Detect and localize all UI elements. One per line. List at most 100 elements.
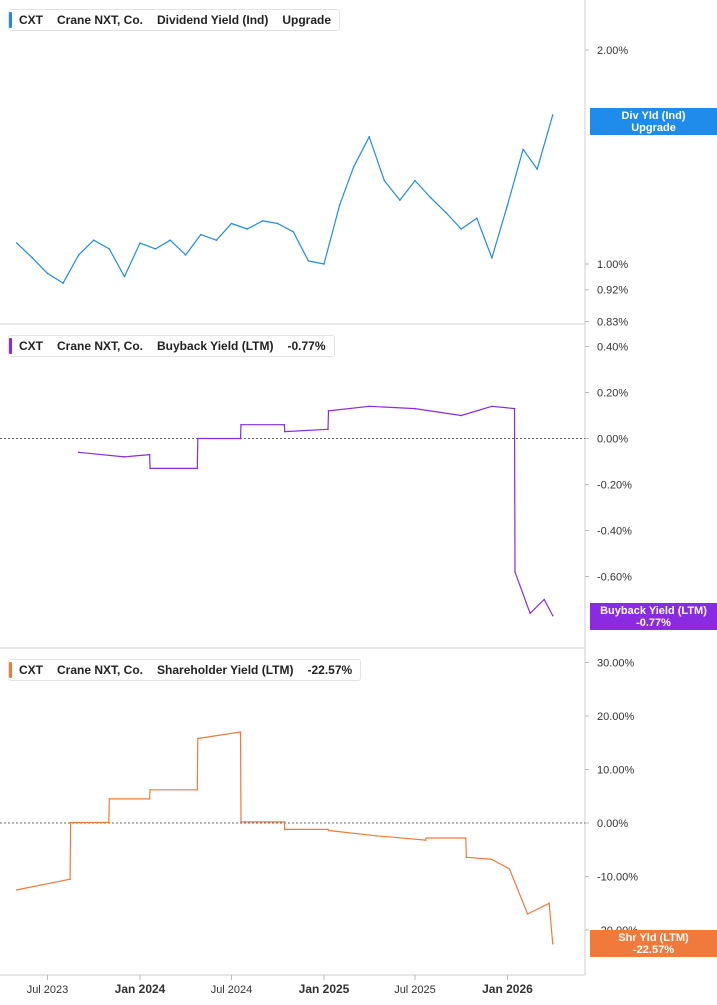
data-point bbox=[508, 868, 511, 870]
data-point bbox=[92, 239, 95, 241]
legend-dividend-yield[interactable]: CXT Crane NXT, Co. Dividend Yield (Ind) … bbox=[8, 9, 341, 31]
data-point bbox=[460, 414, 463, 417]
data-point bbox=[327, 829, 330, 832]
data-point bbox=[197, 437, 199, 440]
panel-separators bbox=[0, 0, 586, 976]
data-point bbox=[323, 263, 325, 265]
data-point bbox=[429, 196, 432, 199]
data-point bbox=[551, 114, 554, 116]
data-point bbox=[123, 275, 126, 278]
data-point bbox=[149, 789, 151, 791]
data-point bbox=[368, 405, 371, 408]
data-point bbox=[522, 148, 524, 151]
data-point bbox=[15, 242, 18, 244]
legend-value: -0.77% bbox=[287, 339, 326, 353]
data-point bbox=[292, 231, 295, 233]
data-point bbox=[383, 179, 386, 182]
data-point bbox=[445, 212, 448, 214]
data-point bbox=[327, 428, 329, 431]
data-point bbox=[123, 456, 126, 458]
series-line bbox=[16, 731, 554, 944]
legend-buyback-yield[interactable]: CXT Crane NXT, Co. Buyback Yield (LTM) -… bbox=[8, 335, 335, 357]
series-line bbox=[16, 114, 554, 284]
data-point bbox=[148, 453, 151, 456]
y-tick-label: 1.00% bbox=[597, 259, 628, 271]
data-point bbox=[69, 878, 71, 880]
data-point bbox=[276, 222, 279, 225]
data-point bbox=[240, 821, 242, 823]
data-point bbox=[551, 614, 554, 617]
data-point bbox=[200, 233, 202, 236]
data-point bbox=[239, 437, 242, 440]
data-point bbox=[283, 423, 286, 426]
x-tick-label: Jan 2026 bbox=[482, 982, 533, 996]
x-tick-label: Jul 2023 bbox=[27, 984, 69, 996]
data-point bbox=[139, 242, 141, 244]
data-point bbox=[31, 257, 34, 259]
data-point bbox=[476, 217, 478, 219]
y-axes: 2.00% 1.00% 0.92% 0.83% 0.40% 0.20% 0.00% -0.20… bbox=[585, 45, 638, 937]
y-tick-label: -0.20% bbox=[597, 480, 632, 492]
legend-metric: Buyback Yield (LTM) bbox=[157, 339, 274, 353]
data-point bbox=[169, 239, 171, 241]
data-point bbox=[284, 828, 286, 831]
legend-color-bar bbox=[9, 12, 12, 28]
x-axis: Jul 2023 Jan 2024 Jul 2024 Jan 2025 Jul 2025… bbox=[27, 975, 533, 996]
series-line bbox=[78, 405, 554, 616]
data-point bbox=[414, 407, 416, 410]
tag-dividend-yield: Div Yld (Ind) Upgrade bbox=[590, 108, 717, 135]
data-point bbox=[108, 798, 111, 800]
data-point bbox=[491, 858, 493, 861]
tag-value: Upgrade bbox=[631, 122, 676, 134]
tag-buyback-yield: Buyback Yield (LTM) -0.77% bbox=[590, 603, 717, 630]
data-point bbox=[491, 257, 493, 259]
legend-shareholder-yield[interactable]: CXT Crane NXT, Co. Shareholder Yield (LT… bbox=[8, 659, 362, 681]
data-point bbox=[327, 410, 330, 412]
data-point bbox=[108, 248, 111, 250]
data-point bbox=[506, 204, 509, 206]
data-point bbox=[536, 168, 538, 170]
data-point bbox=[543, 598, 545, 601]
data-point bbox=[240, 423, 242, 426]
data-point bbox=[15, 889, 18, 891]
x-tick-label: Jul 2025 bbox=[394, 984, 436, 996]
data-point bbox=[368, 136, 371, 138]
legend-metric: Dividend Yield (Ind) bbox=[157, 13, 269, 27]
tag-label: Buyback Yield (LTM) bbox=[600, 605, 707, 617]
legend-ticker: CXT bbox=[19, 663, 43, 677]
data-point bbox=[108, 821, 110, 824]
data-point bbox=[215, 239, 218, 241]
data-point bbox=[526, 913, 529, 915]
legend-color-bar bbox=[9, 338, 12, 354]
y-tick-label: 0.20% bbox=[597, 388, 628, 400]
data-point bbox=[307, 260, 310, 262]
data-point bbox=[491, 405, 493, 408]
legend-color-bar bbox=[9, 662, 12, 678]
y-tick-label: 0.40% bbox=[597, 342, 628, 354]
tag-value: -22.57% bbox=[633, 944, 674, 956]
data-point bbox=[46, 272, 49, 275]
data-point bbox=[460, 228, 463, 230]
data-point bbox=[148, 798, 151, 800]
data-point bbox=[338, 204, 341, 206]
data-point bbox=[69, 821, 72, 824]
legend-value: Upgrade bbox=[282, 13, 332, 27]
plot-area bbox=[15, 114, 554, 945]
legend-ticker: CXT bbox=[19, 13, 43, 27]
legend-company: Crane NXT, Co. bbox=[57, 663, 144, 677]
data-point bbox=[529, 612, 531, 615]
data-point bbox=[230, 222, 233, 225]
data-point bbox=[283, 821, 286, 823]
tag-shareholder-yield: Shr Yld (LTM) -22.57% bbox=[590, 930, 717, 957]
data-point bbox=[414, 179, 416, 182]
y-tick-label: 30.00% bbox=[597, 658, 635, 670]
legend-metric: Shareholder Yield (LTM) bbox=[157, 663, 294, 677]
y-tick-label: 10.00% bbox=[597, 765, 635, 777]
data-point bbox=[514, 571, 516, 573]
y-tick-label: 0.83% bbox=[597, 317, 628, 329]
y-tick-label: -0.40% bbox=[597, 526, 632, 538]
y-tick-label: -10.00% bbox=[597, 872, 638, 884]
data-point bbox=[551, 942, 554, 945]
data-point bbox=[375, 835, 378, 837]
